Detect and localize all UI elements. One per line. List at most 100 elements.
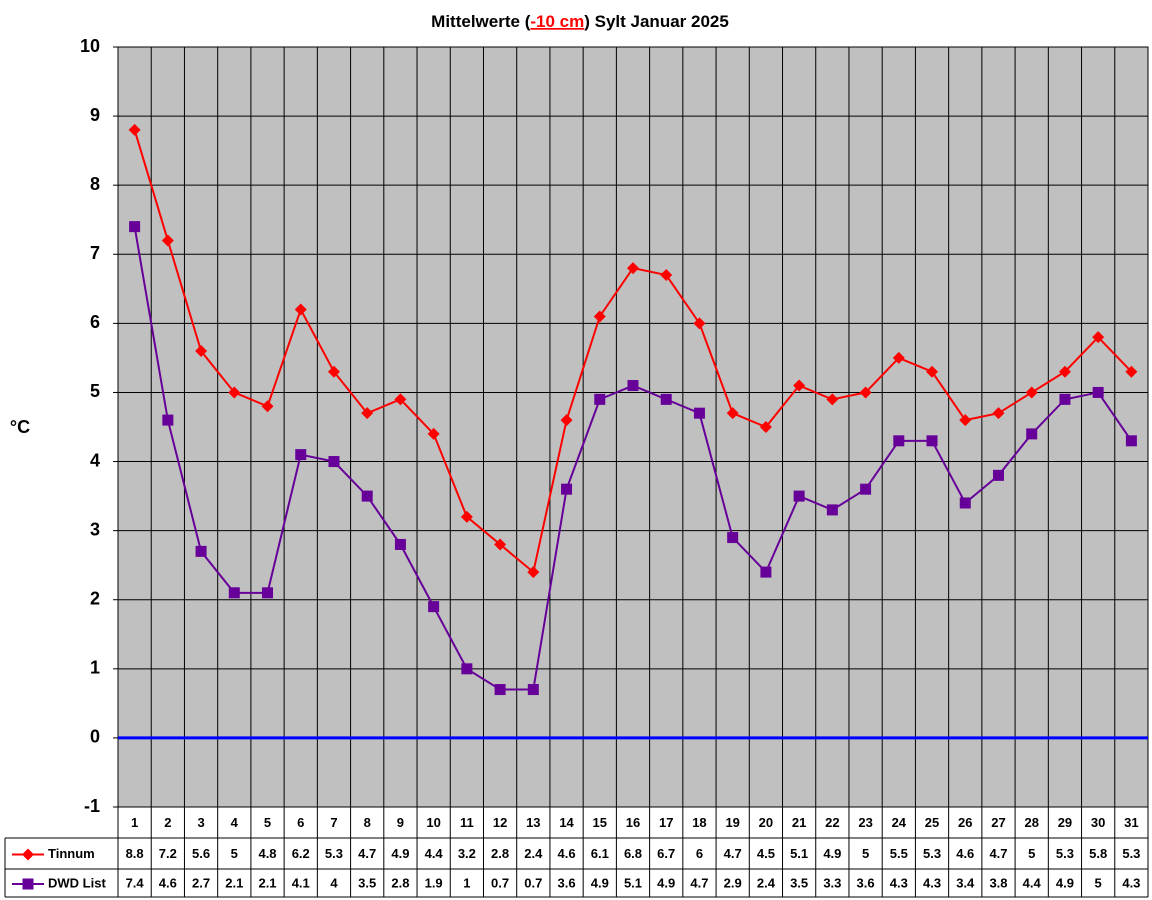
y-axis-label: °C [10, 417, 30, 437]
x-tick-label: 27 [991, 815, 1005, 830]
table-value: 4.3 [923, 875, 941, 890]
point [859, 386, 872, 399]
point [22, 878, 34, 890]
table-value: 4.8 [258, 846, 276, 861]
point [926, 435, 938, 447]
table-value: 4.6 [956, 846, 974, 861]
table-value: 5.3 [1056, 846, 1074, 861]
point [1059, 393, 1071, 405]
table-value: 7.4 [126, 875, 145, 890]
x-tick-label: 17 [659, 815, 673, 830]
table-value: 4.3 [1122, 875, 1140, 890]
x-tick-label: 6 [297, 815, 304, 830]
x-tick-label: 18 [692, 815, 706, 830]
x-tick-label: 2 [164, 815, 171, 830]
table-value: 5.1 [790, 846, 808, 861]
point [128, 123, 141, 136]
title-highlight: -10 cm [530, 12, 584, 31]
x-tick-label: 31 [1124, 815, 1138, 830]
table-value: 5 [231, 846, 238, 861]
point [693, 407, 705, 419]
x-tick-label: 29 [1058, 815, 1072, 830]
x-tick-label: 10 [426, 815, 440, 830]
table-value: 3.4 [956, 875, 975, 890]
y-tick-label: 6 [90, 312, 100, 332]
point [22, 848, 34, 861]
point [494, 684, 506, 696]
point [361, 407, 374, 420]
point [1125, 435, 1137, 447]
table-value: 3.5 [790, 875, 808, 890]
point [593, 310, 606, 323]
table-value: 2.1 [258, 875, 276, 890]
table-value: 4.6 [159, 875, 177, 890]
point [527, 566, 540, 579]
table-value: 2.9 [724, 875, 742, 890]
x-tick-label: 3 [197, 815, 204, 830]
table-value: 6.7 [657, 846, 675, 861]
point [261, 400, 274, 413]
x-tick-label: 30 [1091, 815, 1105, 830]
x-tick-label: 16 [626, 815, 640, 830]
table-value: 4.7 [724, 846, 742, 861]
table-value: 4.4 [1023, 875, 1042, 890]
x-tick-label: 8 [364, 815, 371, 830]
x-tick-label: 22 [825, 815, 839, 830]
table-value: 5.1 [624, 875, 642, 890]
table-value: 3.6 [857, 875, 875, 890]
point [561, 483, 573, 495]
x-tick-label: 1 [131, 815, 138, 830]
y-tick-label: 1 [90, 658, 100, 678]
y-tick-label: 2 [90, 588, 100, 608]
point [793, 379, 806, 392]
point [394, 538, 406, 550]
title-part: Mittelwerte ( [431, 12, 531, 31]
x-tick-label: 9 [397, 815, 404, 830]
table-value: 4.7 [690, 875, 708, 890]
table-value: 4.9 [391, 846, 409, 861]
table-value: 5.3 [1122, 846, 1140, 861]
table-value: 4.7 [989, 846, 1007, 861]
point [1025, 386, 1038, 399]
table-value: 4.7 [358, 846, 376, 861]
table-value: 6.2 [292, 846, 310, 861]
point [162, 414, 174, 426]
point [1125, 365, 1138, 378]
table-value: 3.5 [358, 875, 376, 890]
point [560, 414, 573, 427]
point [992, 469, 1004, 481]
table-value: 4.5 [757, 846, 775, 861]
title-part: ) Sylt Januar 2025 [584, 12, 729, 31]
point [627, 380, 639, 392]
x-tick-label: 13 [526, 815, 540, 830]
point [693, 317, 706, 330]
y-tick-label: 4 [90, 450, 100, 470]
table-value: 4.9 [591, 875, 609, 890]
point [892, 351, 905, 364]
x-tick-label: 15 [593, 815, 607, 830]
y-tick-label: 7 [90, 243, 100, 263]
chart-title: Mittelwerte (-10 cm) Sylt Januar 2025 [431, 12, 729, 31]
point [262, 587, 274, 599]
point [527, 684, 539, 696]
point [327, 365, 340, 378]
table-value: 4.9 [823, 846, 841, 861]
point [460, 510, 473, 523]
x-tick-label: 5 [264, 815, 271, 830]
point [228, 587, 240, 599]
point [195, 345, 208, 357]
point [294, 303, 307, 316]
x-tick-label: 20 [759, 815, 773, 830]
point [893, 435, 905, 447]
x-tick-label: 26 [958, 815, 972, 830]
x-tick-label: 21 [792, 815, 806, 830]
x-tick-label: 7 [330, 815, 337, 830]
point [660, 393, 672, 405]
y-tick-label: 10 [80, 36, 100, 56]
y-tick-label: 9 [90, 105, 100, 125]
x-tick-label: 4 [231, 815, 239, 830]
point [328, 456, 340, 468]
table-value: 4 [330, 875, 338, 890]
table-value: 6 [696, 846, 703, 861]
